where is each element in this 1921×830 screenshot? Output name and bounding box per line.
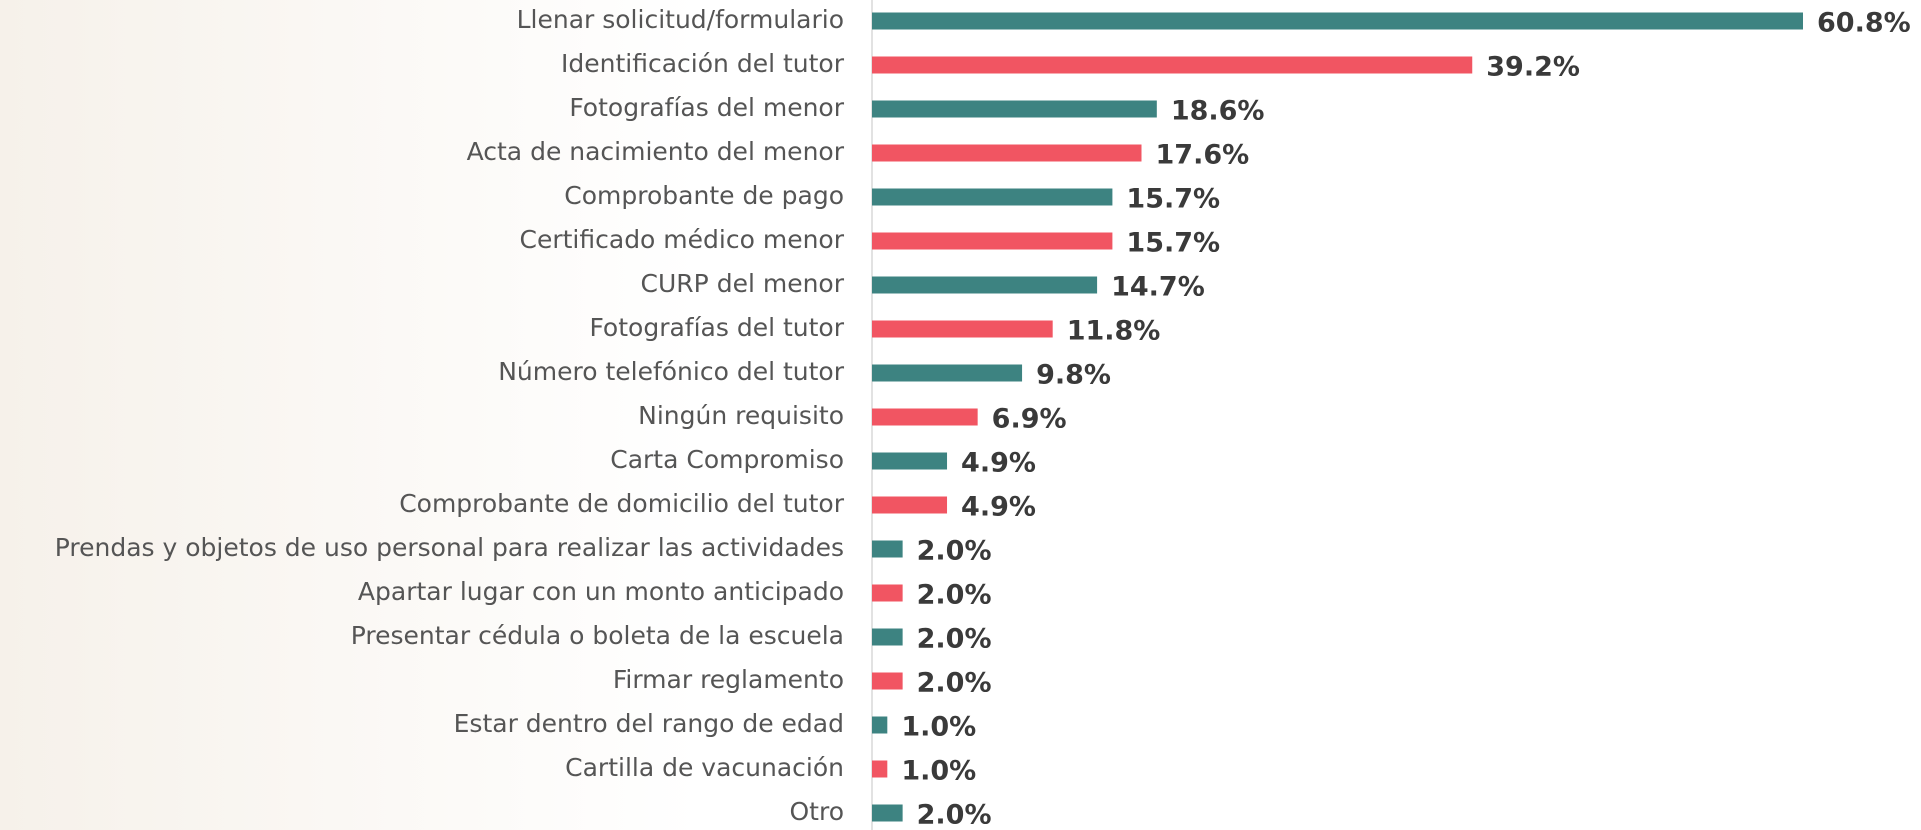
bar xyxy=(872,188,1113,206)
bar xyxy=(872,716,888,734)
category-label: Prendas y objetos de uso personal para r… xyxy=(55,533,844,562)
bar xyxy=(872,56,1473,74)
category-label: Fotografías del tutor xyxy=(589,313,844,342)
value-label: 2.0% xyxy=(917,536,992,567)
value-label: 2.0% xyxy=(917,800,992,830)
value-label: 15.7% xyxy=(1126,228,1220,259)
value-label: 11.8% xyxy=(1067,316,1161,347)
value-label: 17.6% xyxy=(1156,140,1250,171)
value-label: 1.0% xyxy=(901,756,976,787)
bar xyxy=(872,496,948,514)
value-label: 39.2% xyxy=(1486,52,1580,83)
bar xyxy=(872,100,1157,118)
bar xyxy=(872,12,1803,30)
category-label: Comprobante de pago xyxy=(564,181,844,210)
value-label: 9.8% xyxy=(1036,360,1111,391)
value-label: 18.6% xyxy=(1171,96,1265,127)
category-label: Carta Compromiso xyxy=(610,445,844,474)
bar xyxy=(872,628,903,646)
value-label: 60.8% xyxy=(1817,8,1911,39)
value-label: 2.0% xyxy=(917,624,992,655)
bar xyxy=(872,408,978,426)
bar xyxy=(872,320,1053,338)
value-label: 15.7% xyxy=(1126,184,1220,215)
bar xyxy=(872,364,1023,382)
category-label: Certificado médico menor xyxy=(520,225,845,254)
category-label: Llenar solicitud/formulario xyxy=(517,5,844,34)
bar xyxy=(872,804,903,822)
value-label: 2.0% xyxy=(917,580,992,611)
category-label: Presentar cédula o boleta de la escuela xyxy=(351,621,844,650)
category-label: Identificación del tutor xyxy=(561,49,845,78)
value-label: 4.9% xyxy=(961,492,1036,523)
category-label: Comprobante de domicilio del tutor xyxy=(399,489,845,518)
category-label: Acta de nacimiento del menor xyxy=(467,137,845,166)
bar xyxy=(872,232,1113,250)
bar xyxy=(872,672,903,690)
category-label: Firmar reglamento xyxy=(613,665,844,694)
category-label: Número telefónico del tutor xyxy=(498,357,845,386)
bar xyxy=(872,144,1142,162)
category-label: Fotografías del menor xyxy=(569,93,844,122)
category-label: Cartilla de vacunación xyxy=(565,753,844,782)
bar xyxy=(872,540,903,558)
value-label: 6.9% xyxy=(992,404,1067,435)
category-label: Ningún requisito xyxy=(638,401,844,430)
bar xyxy=(872,584,903,602)
category-label: Estar dentro del rango de edad xyxy=(454,709,844,738)
bar xyxy=(872,452,948,470)
value-label: 14.7% xyxy=(1111,272,1205,303)
value-label: 2.0% xyxy=(917,668,992,699)
bar xyxy=(872,760,888,778)
value-label: 1.0% xyxy=(901,712,976,743)
background-pattern xyxy=(0,0,700,830)
category-label: Apartar lugar con un monto anticipado xyxy=(358,577,844,606)
category-label: CURP del menor xyxy=(641,269,845,298)
bar xyxy=(872,276,1098,294)
category-label: Otro xyxy=(789,797,844,826)
value-label: 4.9% xyxy=(961,448,1036,479)
